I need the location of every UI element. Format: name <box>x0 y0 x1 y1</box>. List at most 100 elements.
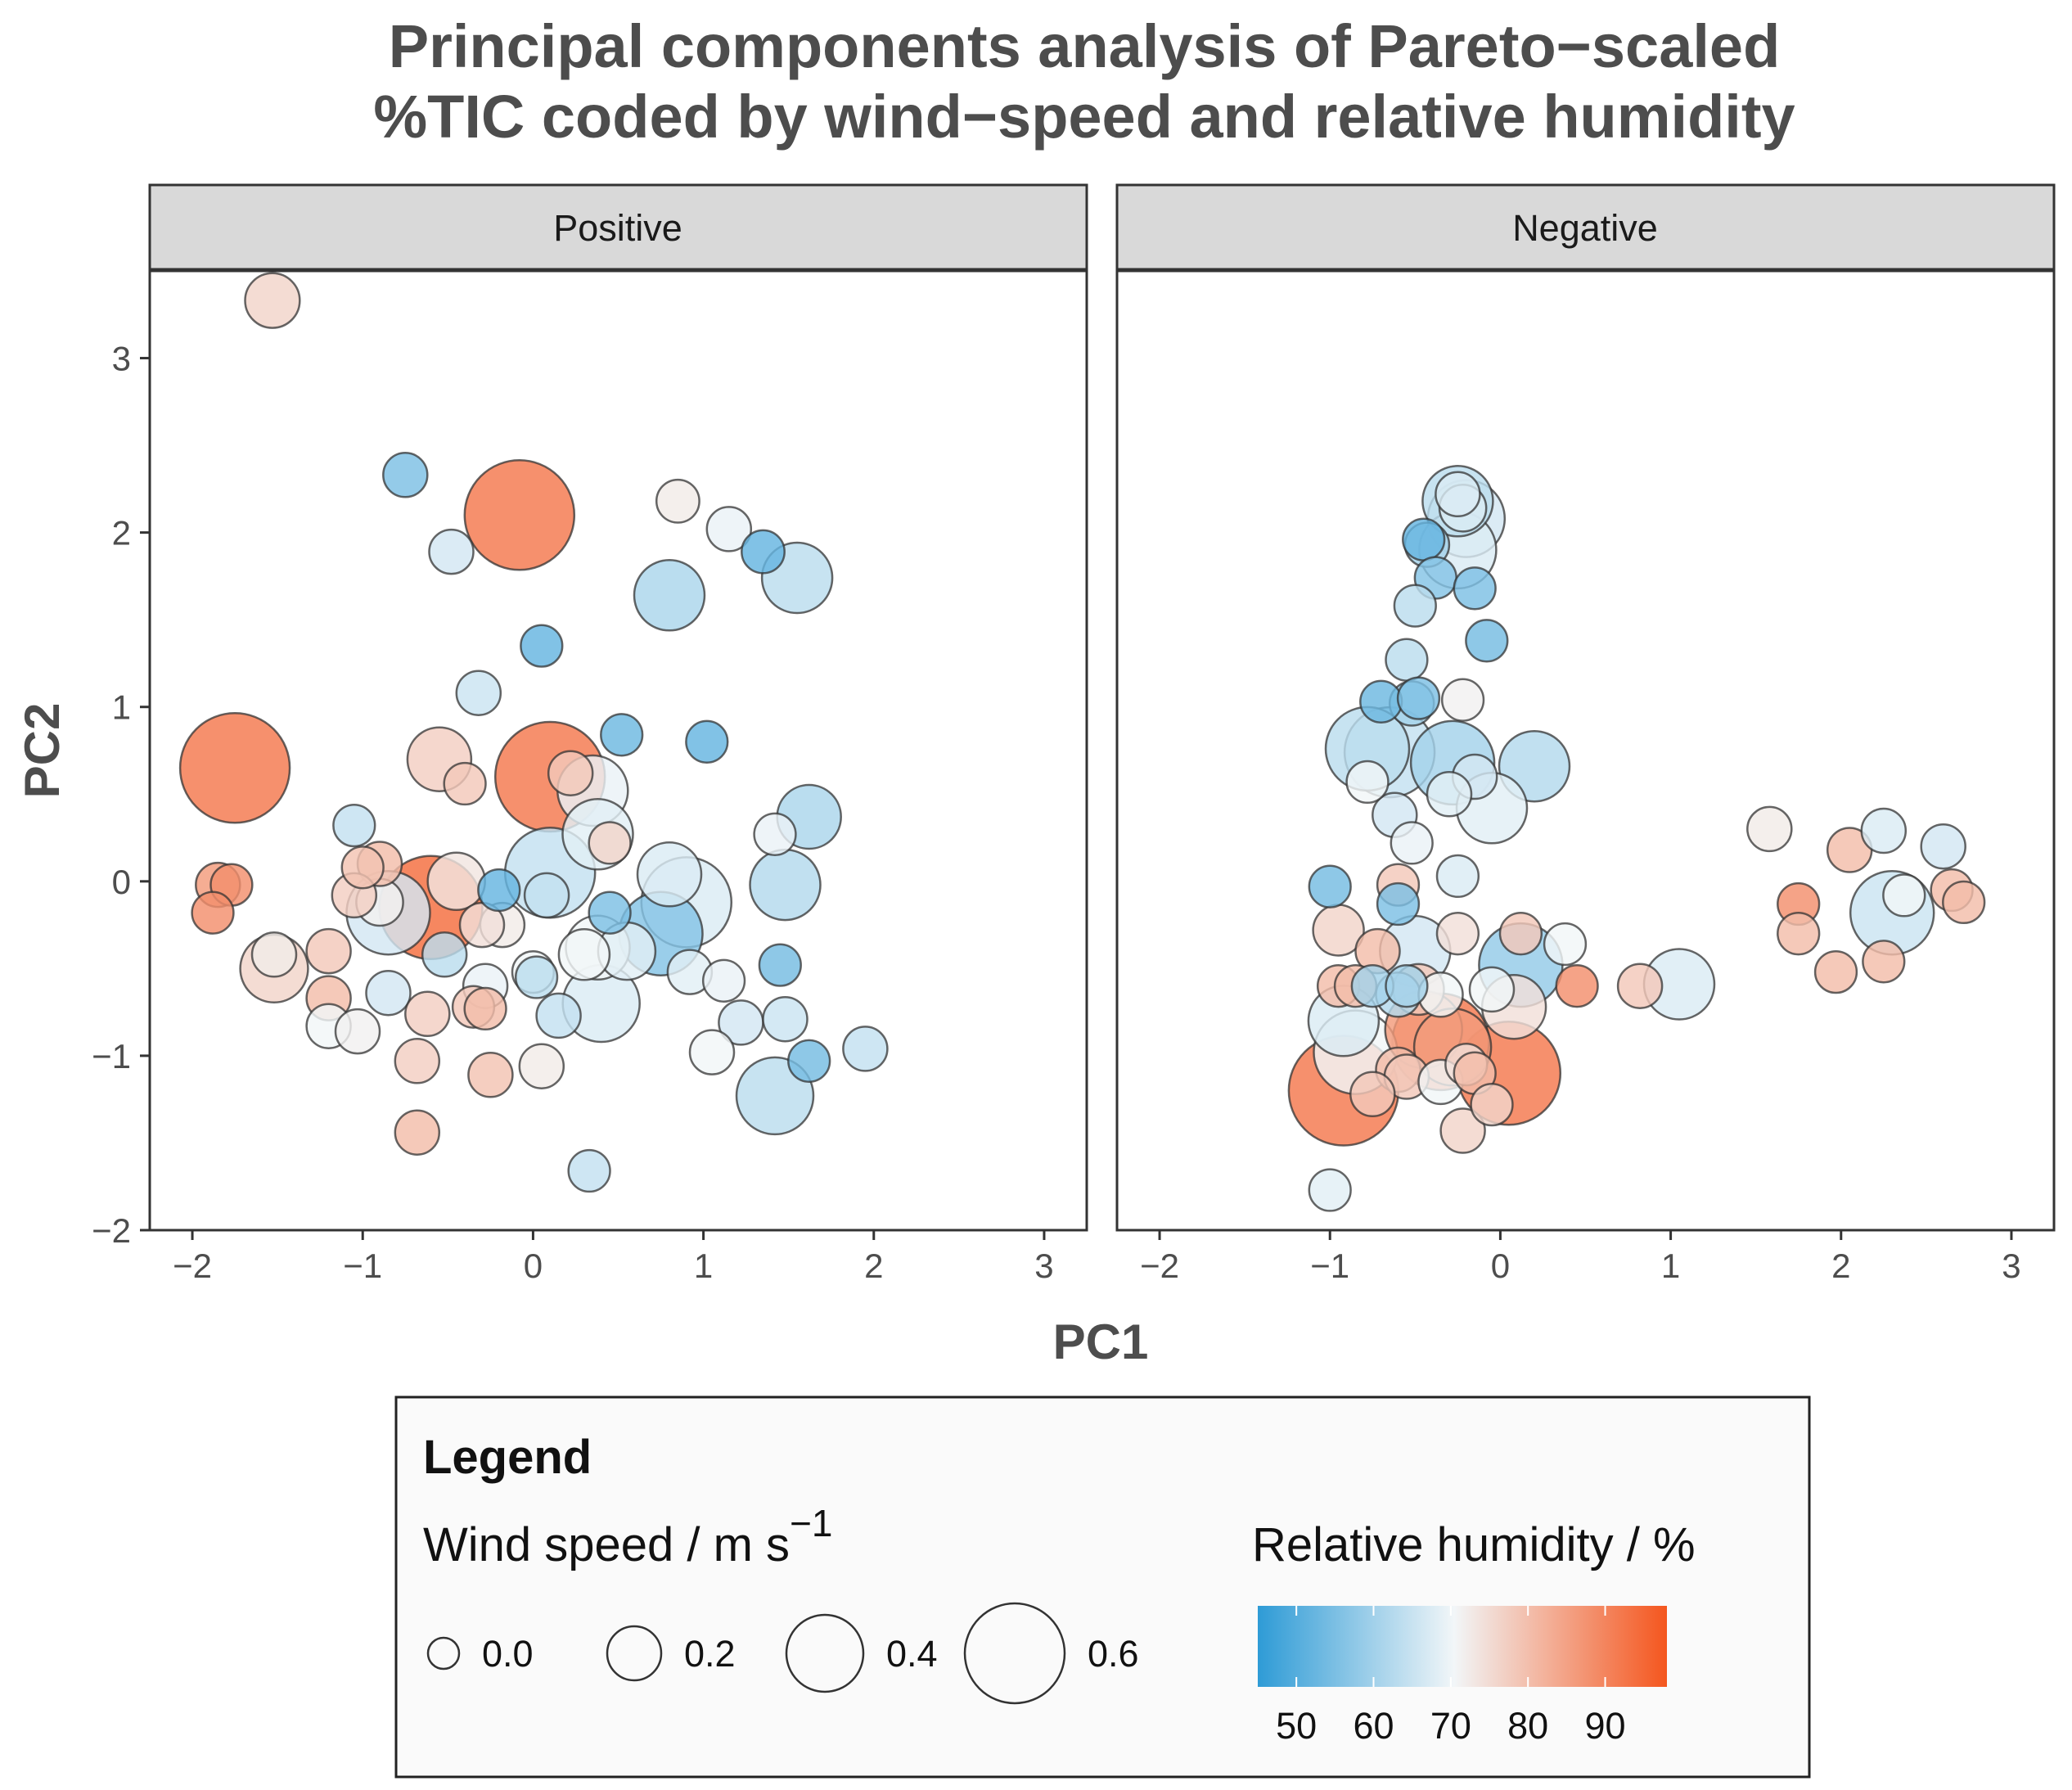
x-tick-label: 0 <box>524 1247 543 1285</box>
data-point <box>1359 679 1403 724</box>
data-point <box>443 761 487 806</box>
data-point <box>705 506 753 552</box>
data-point <box>1813 949 1858 994</box>
data-point <box>1390 821 1434 865</box>
panel-strip-positive <box>148 183 1088 271</box>
positive-points <box>178 272 889 1193</box>
y-tick-label: −2 <box>92 1211 131 1250</box>
data-point <box>1498 912 1543 956</box>
data-point <box>588 890 632 935</box>
data-point <box>1543 922 1588 967</box>
data-point <box>250 931 298 978</box>
data-point <box>518 1043 565 1089</box>
data-point <box>842 1026 889 1072</box>
chart-title-line-1: Principal components analysis of Pareto−… <box>389 12 1781 80</box>
x-axis-negative: −2 −1 0 1 2 3 <box>1140 1230 2021 1285</box>
data-point <box>1439 1107 1486 1154</box>
y-tick-label: 3 <box>112 340 131 378</box>
panel-strip-negative <box>1115 183 2056 271</box>
data-point <box>787 1039 831 1083</box>
data-point <box>1465 619 1509 663</box>
data-point <box>178 712 291 824</box>
data-point <box>1308 1168 1352 1212</box>
data-point <box>523 872 570 919</box>
data-point <box>1308 864 1352 909</box>
x-tick-label: 2 <box>864 1247 883 1285</box>
legend-box <box>394 1395 1811 1779</box>
data-point <box>762 995 809 1043</box>
data-point <box>1402 517 1446 561</box>
data-point <box>382 452 429 498</box>
wind-speed-key <box>785 1613 865 1693</box>
data-point <box>404 990 451 1038</box>
data-point <box>557 928 611 981</box>
data-point <box>1555 964 1599 1008</box>
panel-label-positive: Positive <box>553 207 682 249</box>
data-point <box>365 969 412 1017</box>
x-tick-label: 1 <box>694 1247 713 1285</box>
data-point <box>463 459 576 571</box>
wind-speed-key <box>963 1602 1066 1705</box>
data-point <box>1777 912 1821 956</box>
data-point <box>1396 676 1441 720</box>
data-point <box>1860 807 1908 854</box>
data-point <box>463 986 507 1031</box>
data-point <box>394 1109 441 1156</box>
humidity-tick-label: 80 <box>1507 1705 1548 1747</box>
data-point <box>394 1038 441 1084</box>
y-axis-title: PC2 <box>15 703 70 799</box>
data-point <box>547 750 594 796</box>
data-point <box>633 559 706 632</box>
x-tick-label: −1 <box>1310 1247 1349 1285</box>
x-axis-title: PC1 <box>1053 1314 1149 1369</box>
chart-title-line-2: %TIC coded by wind−speed and relative hu… <box>373 83 1795 151</box>
data-point <box>332 803 376 848</box>
data-point <box>1435 854 1480 899</box>
y-tick-label: 0 <box>112 863 131 901</box>
data-point <box>1440 678 1485 722</box>
data-point <box>305 927 352 975</box>
data-point <box>1349 1071 1396 1118</box>
humidity-tick-label: 70 <box>1430 1705 1471 1747</box>
humidity-colorbar <box>1258 1606 1667 1687</box>
data-point <box>1393 584 1437 628</box>
wind-speed-key-label: 0.4 <box>886 1633 938 1675</box>
data-point <box>455 670 502 716</box>
data-point <box>514 955 559 999</box>
wind-speed-key <box>606 1625 663 1682</box>
data-point <box>701 958 746 1003</box>
data-point <box>1468 966 1516 1013</box>
legend-title: Legend <box>423 1431 592 1484</box>
data-point <box>753 812 797 856</box>
x-tick-label: 0 <box>1491 1247 1510 1285</box>
humidity-legend: 50 60 70 80 90 <box>1276 1606 1626 1747</box>
humidity-legend-title: Relative humidity / % <box>1252 1518 1696 1571</box>
data-point <box>244 272 301 329</box>
data-point <box>758 943 802 987</box>
data-point <box>520 624 564 668</box>
x-tick-label: 2 <box>1831 1247 1850 1285</box>
data-point <box>588 821 632 865</box>
data-point <box>749 848 822 922</box>
humidity-tick-label: 90 <box>1584 1705 1625 1747</box>
data-point <box>535 992 582 1039</box>
data-point <box>1435 912 1480 956</box>
y-tick-label: 2 <box>112 514 131 552</box>
humidity-tick-label: 50 <box>1276 1705 1317 1747</box>
x-axis-positive: −2 −1 0 1 2 3 <box>173 1230 1054 1285</box>
data-point <box>600 713 644 757</box>
data-point <box>1435 471 1481 518</box>
data-point <box>428 528 475 575</box>
data-point <box>1920 823 1966 870</box>
x-tick-label: −2 <box>173 1247 212 1285</box>
data-point <box>1942 880 1986 925</box>
data-point <box>688 1029 736 1075</box>
wind-speed-key-label: 0.2 <box>684 1633 736 1675</box>
data-point <box>741 529 786 575</box>
data-point <box>334 1008 381 1055</box>
data-point <box>340 845 385 890</box>
data-point <box>1426 771 1473 818</box>
panel-label-negative: Negative <box>1512 207 1658 249</box>
wind-speed-key-label: 0.0 <box>482 1633 534 1675</box>
